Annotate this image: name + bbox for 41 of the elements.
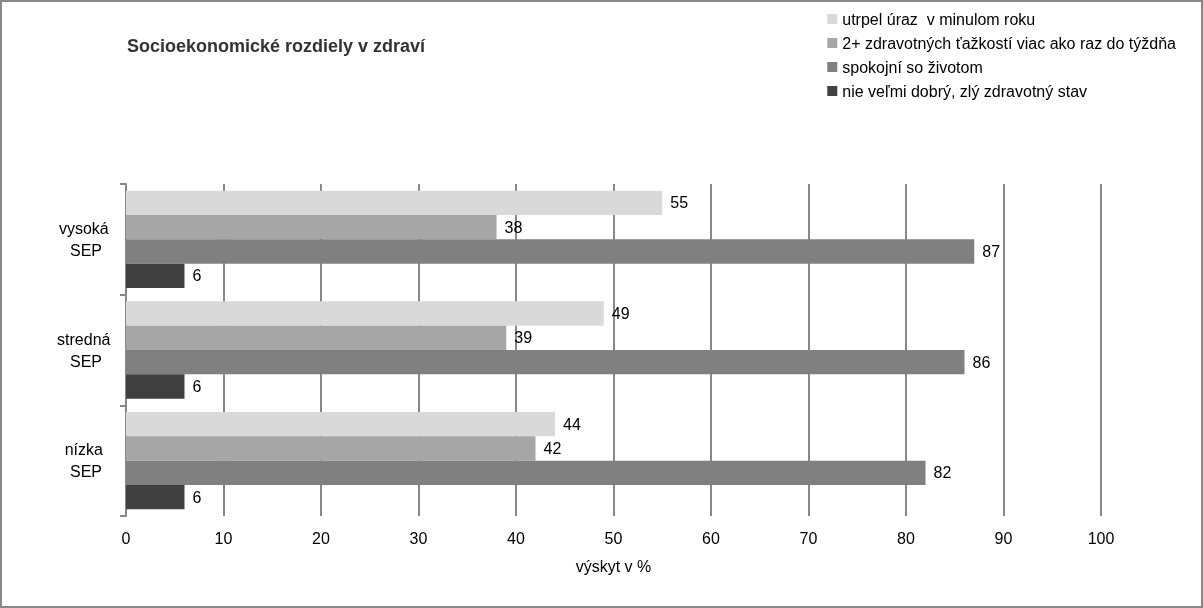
x-tick-label: 100 — [1087, 529, 1115, 547]
data-label: 82 — [933, 464, 952, 482]
legend-label: spokojní so životom — [842, 58, 983, 76]
bar — [126, 436, 536, 461]
data-label: 6 — [192, 378, 202, 396]
legend-label: nie veľmi dobrý, zlý zdravotný stav — [842, 82, 1088, 100]
x-tick-label: 50 — [604, 529, 623, 547]
bar — [126, 301, 604, 326]
y-tick-label: stredná SEP — [57, 330, 115, 370]
x-tick-label: 90 — [994, 529, 1013, 547]
bar — [126, 190, 663, 215]
x-tick-label: 60 — [702, 529, 720, 547]
data-label: 39 — [514, 329, 533, 347]
bar — [126, 325, 507, 350]
data-label: 6 — [192, 267, 202, 285]
data-label: 6 — [192, 488, 202, 506]
data-label: 38 — [504, 218, 523, 236]
x-tick-label: 10 — [214, 529, 233, 547]
legend-label: 2+ zdravotných ťažkostí viac ako raz do týždňa — [842, 34, 1177, 52]
bar — [126, 263, 185, 289]
x-tick-label: 70 — [799, 529, 818, 547]
data-label: 42 — [543, 439, 562, 457]
bar — [126, 374, 185, 399]
x-tick-label: 30 — [409, 529, 428, 547]
data-label: 49 — [611, 304, 630, 322]
chart-title: Socioekonomické rozdiely v zdraví — [127, 36, 427, 56]
bar — [126, 214, 497, 240]
data-label: 87 — [982, 243, 1001, 261]
y-tick-label: nízka SEP — [64, 441, 108, 481]
x-axis-title: výskyt v % — [575, 557, 652, 575]
data-label: 86 — [972, 353, 991, 371]
legend-label: utrpel úraz v minulom roku — [842, 10, 1036, 28]
x-tick-label: 0 — [121, 529, 131, 547]
bar — [126, 485, 185, 510]
data-label: 44 — [563, 415, 581, 433]
bar — [126, 411, 555, 437]
x-tick-label: 80 — [897, 529, 915, 547]
y-tick-label: vysoká SEP — [58, 219, 114, 259]
x-tick-label: 40 — [507, 529, 525, 547]
x-tick-label: 20 — [312, 529, 330, 547]
data-label: 55 — [670, 194, 689, 212]
